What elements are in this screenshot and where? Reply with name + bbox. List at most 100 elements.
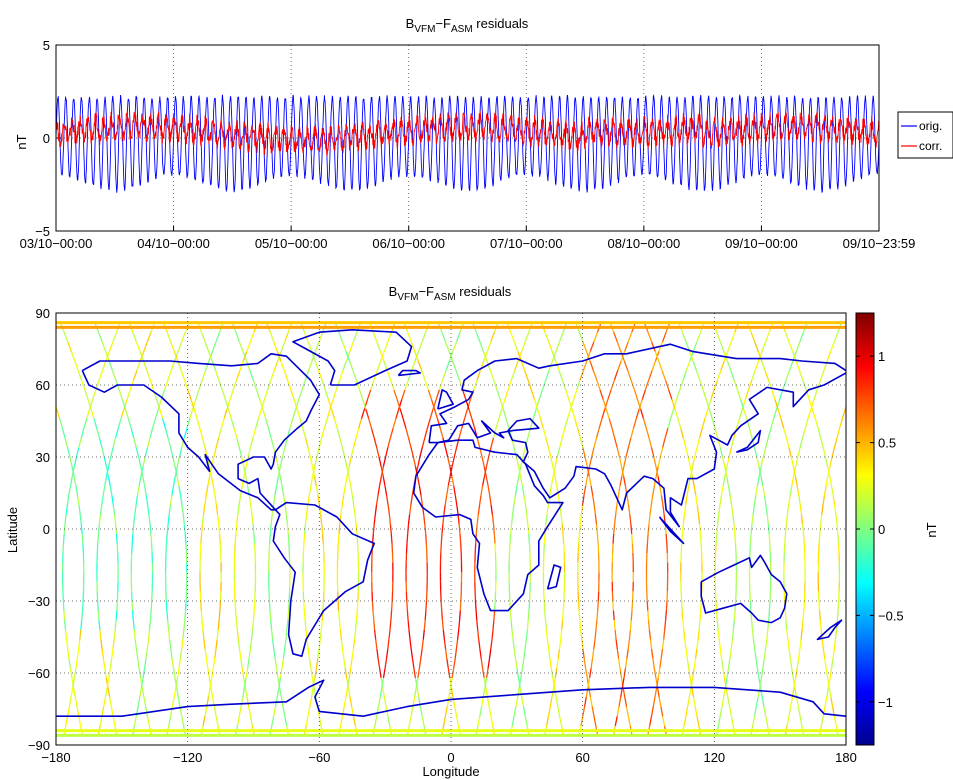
orbit-track-segment <box>542 428 547 438</box>
orbit-track-segment <box>214 648 217 659</box>
top-y-tick-labels: 5 0 −5 <box>35 38 50 239</box>
orbit-track-segment <box>401 389 406 400</box>
orbit-track-segment <box>490 639 493 650</box>
orbit-track-segment <box>113 629 116 640</box>
orbit-track-segment <box>236 437 240 448</box>
orbit-track-segment <box>371 533 374 544</box>
orbit-track-segment <box>646 543 649 554</box>
orbit-track-segment <box>780 418 785 429</box>
orbit-track-segment <box>215 504 219 515</box>
orbit-track-segment <box>670 408 675 419</box>
orbit-track-segment <box>650 341 656 352</box>
orbit-track-segment <box>441 524 444 534</box>
orbit-track-segment <box>755 485 759 496</box>
orbit-track-segment <box>135 648 139 659</box>
orbit-track-segment <box>51 390 54 400</box>
orbit-track-segment <box>176 476 180 486</box>
orbit-track-segment <box>513 341 519 352</box>
orbit-track-segment <box>439 428 444 438</box>
orbit-track-segment <box>560 514 563 525</box>
orbit-track-segment <box>824 456 829 467</box>
orbit-track-segment <box>539 418 544 429</box>
orbit-track-segment <box>132 620 135 630</box>
orbit-track-segment <box>658 360 663 371</box>
orbit-track-segment <box>166 524 169 534</box>
orbit-track-segment <box>409 639 412 650</box>
orbit-track-segment <box>734 600 737 611</box>
orbit-track-segment <box>664 610 668 621</box>
orbit-track-segment <box>543 591 545 602</box>
orbit-track-segment <box>410 706 414 717</box>
orbit-track-segment <box>71 466 75 477</box>
orbit-track-segment <box>509 533 512 544</box>
orbit-track-segment <box>692 696 696 707</box>
orbit-track-segment <box>339 716 344 726</box>
orbit-track-segment <box>662 716 666 726</box>
orbit-track-segment <box>167 370 172 381</box>
orbit-track-segment <box>135 341 141 352</box>
orbit-track-segment <box>478 639 481 650</box>
orbit-track-segment <box>697 514 701 525</box>
orbit-track-segment <box>751 629 755 640</box>
orbit-track-segment <box>332 389 337 400</box>
orbit-track-segment <box>455 437 460 448</box>
orbit-track-segment <box>696 331 702 343</box>
orbit-track-segment <box>798 370 804 381</box>
orbit-track-segment <box>476 514 479 525</box>
orbit-track-segment <box>766 514 769 525</box>
orbit-track-segment <box>212 485 216 496</box>
orbit-track-segment <box>200 600 202 611</box>
orbit-track-segment <box>77 370 83 381</box>
orbit-track-segment <box>662 437 666 448</box>
orbit-track-segment <box>383 341 389 352</box>
orbit-track-segment <box>833 639 837 650</box>
orbit-track-segment <box>594 514 598 525</box>
orbit-track-segment <box>830 485 834 496</box>
orbit-track-segment <box>86 408 91 419</box>
orbit-track-segment <box>624 658 628 669</box>
orbit-track-segment <box>218 428 222 438</box>
orbit-track-segment <box>199 428 204 438</box>
orbit-track-segment <box>454 495 458 506</box>
orbit-track-segment <box>728 706 733 717</box>
orbit-track-segment <box>652 485 656 496</box>
orbit-track-segment <box>310 476 314 486</box>
orbit-track-segment <box>343 658 346 669</box>
orbit-track-segment <box>235 370 241 381</box>
orbit-track-segment <box>684 639 687 650</box>
orbit-track-segment <box>587 677 591 688</box>
orbit-track-segment <box>271 716 275 726</box>
orbit-track-segment <box>580 629 583 640</box>
orbit-track-segment <box>321 428 326 438</box>
orbit-track-segment <box>553 677 556 688</box>
orbit-track-segment <box>243 677 247 688</box>
orbit-track-segment <box>557 706 561 717</box>
orbit-track-segment <box>64 514 67 525</box>
orbit-track-segment <box>292 408 297 419</box>
orbit-track-segment <box>232 379 238 391</box>
orbit-track-segment <box>387 716 391 726</box>
orbit-track-segment <box>284 504 287 515</box>
orbit-track-segment <box>303 610 306 621</box>
orbit-track-segment <box>561 524 564 534</box>
orbit-track-segment <box>150 543 153 554</box>
orbit-track-segment <box>112 716 116 726</box>
orbit-track-segment <box>566 408 572 419</box>
orbit-track-segment <box>172 476 176 486</box>
orbit-track-segment <box>529 418 534 429</box>
orbit-track-segment <box>836 610 839 621</box>
map-x-tick-label: 180 <box>835 750 857 765</box>
orbit-track-segment <box>804 418 809 429</box>
orbit-track-segment <box>477 716 481 726</box>
orbit-track-segment <box>708 408 713 419</box>
orbit-track-segment <box>314 668 318 678</box>
orbit-track-segment <box>187 389 192 400</box>
orbit-track-segment <box>520 341 526 352</box>
orbit-track-segment <box>146 331 152 343</box>
orbit-track-segment <box>648 437 653 448</box>
orbit-track-segment <box>126 389 131 400</box>
orbit-track-segment <box>524 639 527 650</box>
orbit-track-segment <box>204 360 210 371</box>
orbit-track-segment <box>763 495 767 506</box>
orbit-track-segment <box>337 543 339 554</box>
